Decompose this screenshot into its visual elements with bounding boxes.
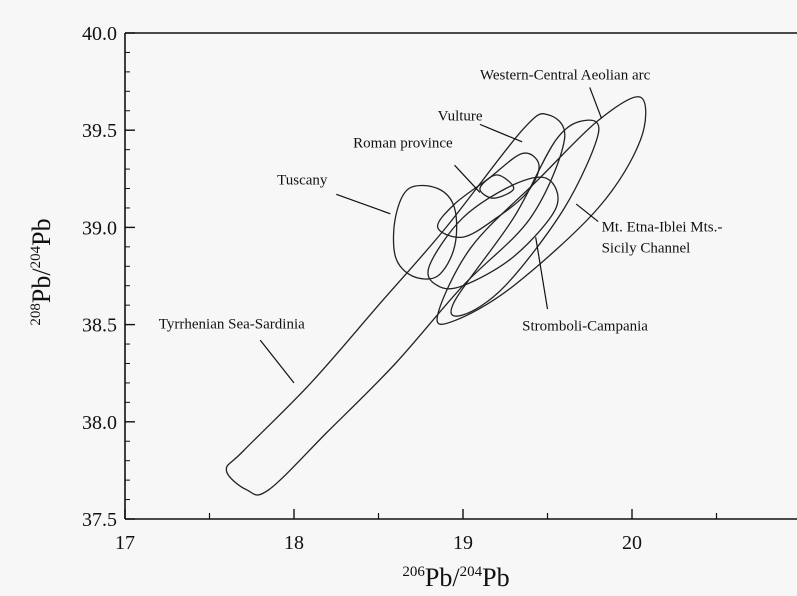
x-axis-mass1: 206 — [402, 564, 425, 580]
y-axis-element1: Pb — [27, 276, 56, 303]
region-label: Mt. Etna-Iblei Mts.- — [602, 219, 723, 235]
y-axis-mass2: 204 — [28, 245, 44, 268]
region-annotations: Tyrrhenian Sea-Sardinia Tuscany Roman prov… — [159, 68, 723, 384]
x-axis-separator: / — [452, 563, 460, 592]
region-label: Tyrrhenian Sea-Sardinia — [159, 316, 305, 332]
region-outline-tuscany — [392, 184, 458, 280]
region-label: Roman province — [353, 136, 453, 152]
x-tick-label: 18 — [284, 532, 304, 554]
region-outline-tyrrhenian-sea-sardinia — [225, 113, 566, 496]
axis-ticks: 17 18 19 20 37.5 38.0 38.5 39.0 39.5 40.0 — [82, 23, 718, 554]
leader-line — [575, 203, 599, 223]
region-label: Sicily Channel — [602, 241, 691, 257]
region-outline-stromboli-campania — [427, 176, 559, 290]
region-outline-western-central-aeolian-arc — [450, 119, 600, 317]
y-tick-label: 39.5 — [82, 120, 117, 142]
leader-line — [589, 87, 603, 119]
x-tick-label: 17 — [115, 532, 135, 554]
x-tick-label: 20 — [622, 532, 642, 554]
leader-line — [535, 237, 549, 310]
region-label: Vulture — [438, 108, 483, 124]
region-outline-mt-etna-iblei-mts-sicily-channel — [436, 96, 647, 325]
leader-line — [259, 339, 295, 384]
region-label: Western-Central Aeolian arc — [480, 68, 651, 84]
region-outlines — [225, 96, 647, 496]
y-axis-title: 208Pb/204Pb — [27, 218, 56, 325]
x-axis-element2: Pb — [482, 563, 509, 592]
x-axis-title: 206Pb/204Pb — [402, 563, 509, 592]
x-axis-mass2: 204 — [460, 564, 483, 580]
y-axis-separator: / — [27, 268, 56, 276]
y-tick-label: 37.5 — [82, 509, 117, 531]
leader-line — [336, 193, 391, 215]
x-tick-label: 19 — [453, 532, 473, 554]
x-axis-element1: Pb — [425, 563, 452, 592]
region-label: Stromboli-Campania — [522, 318, 648, 334]
leader-line — [479, 123, 523, 143]
region-outline-roman-province — [436, 152, 540, 239]
y-tick-label: 39.0 — [82, 217, 117, 239]
y-tick-label: 40.0 — [82, 23, 117, 45]
region-label: Tuscany — [277, 173, 328, 189]
plot-frame — [124, 32, 797, 520]
y-axis-element2: Pb — [27, 218, 56, 245]
y-axis-mass1: 208 — [28, 303, 44, 326]
y-tick-label: 38.0 — [82, 412, 117, 434]
leader-line — [454, 164, 481, 193]
region-outline-vulture — [479, 174, 515, 199]
y-tick-label: 38.5 — [82, 315, 117, 337]
